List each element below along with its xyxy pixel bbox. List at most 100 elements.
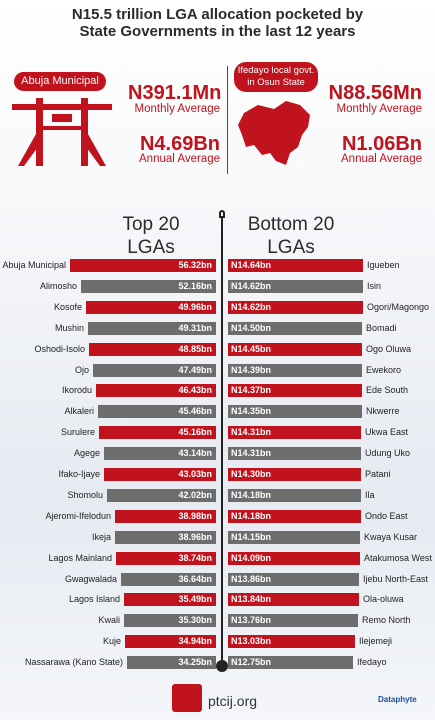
bottom-lga-value-label: N14.50bn bbox=[231, 323, 272, 333]
bottom-lga-value-label: N14.31bn bbox=[231, 427, 272, 437]
top-lga-value-label: 45.46bn bbox=[178, 406, 212, 416]
bottom-lga-bar bbox=[228, 259, 363, 272]
top-lga-bar bbox=[89, 343, 216, 356]
top-lga-name-label: Ojo bbox=[74, 365, 89, 375]
bottom-lga-bar bbox=[228, 468, 361, 481]
bottom-lga-name-label: Ifedayo bbox=[357, 657, 387, 667]
left-panel-title: Abuja Municipal bbox=[21, 75, 99, 87]
bottom-lga-name-label: Kwaya Kusar bbox=[364, 532, 418, 542]
top-lga-name-label: Lagos Mainland bbox=[48, 553, 112, 563]
bottom-chart-heading: Bottom 20 LGAs bbox=[236, 213, 346, 259]
bottom-lga-bar bbox=[228, 510, 361, 523]
bottom-lga-name-label: Ijebu North-East bbox=[363, 574, 429, 584]
top-lga-name-label: Oshodi-Isolo bbox=[34, 344, 85, 354]
top-lga-bar bbox=[70, 259, 216, 272]
top-lga-bar bbox=[125, 635, 216, 648]
top-lga-value-label: 34.94bn bbox=[178, 636, 212, 646]
top-lga-name-label: Ikorodu bbox=[61, 385, 92, 395]
top-lga-value-label: 47.49bn bbox=[178, 365, 212, 375]
top-lga-name-label: Alimosho bbox=[39, 281, 77, 291]
top-lga-value-label: 35.30bn bbox=[178, 615, 212, 625]
top-lga-name-label: Ifako-Ijaye bbox=[58, 469, 100, 479]
top-lga-bar bbox=[93, 364, 216, 377]
top-lga-value-label: 43.03bn bbox=[178, 469, 212, 479]
bottom-lga-bar bbox=[228, 531, 360, 544]
bottom-lga-bar bbox=[228, 635, 355, 648]
bottom-lga-value-label: N14.09bn bbox=[231, 553, 272, 563]
thermometer-bulb bbox=[216, 660, 228, 672]
map-label: OSUN bbox=[290, 161, 305, 167]
bridge-icon bbox=[12, 98, 112, 166]
bottom-lga-bar bbox=[228, 489, 361, 502]
ptcij-logo-icon bbox=[172, 684, 202, 712]
thermometer-cap bbox=[219, 210, 225, 218]
top-lga-bar bbox=[115, 531, 216, 544]
bottom-lga-name-label: Isin bbox=[367, 281, 382, 291]
page-title: N15.5 trillion LGA allocation pocketed b… bbox=[0, 6, 435, 40]
bottom-lga-name-label: Ogori/Magongo bbox=[367, 302, 430, 312]
bottom-lga-name-label: Remo North bbox=[362, 615, 411, 625]
top-lga-name-label: Kosofe bbox=[53, 302, 82, 312]
bottom-lga-value-label: N13.86bn bbox=[231, 574, 272, 584]
top-lga-name-label: Surulere bbox=[60, 427, 95, 437]
top-heading-line-1: Top 20 bbox=[122, 214, 180, 235]
bottom-lga-value-label: N13.84bn bbox=[231, 594, 272, 604]
top-lga-name-label: Lagos Island bbox=[68, 594, 120, 604]
bottom-lga-bar bbox=[228, 364, 362, 377]
top-lga-value-label: 34.25bn bbox=[178, 657, 212, 667]
top-lga-value-label: 45.16bn bbox=[178, 427, 212, 437]
bottom-lga-bar bbox=[228, 593, 359, 606]
top-lga-bar bbox=[104, 447, 216, 460]
bottom-lga-name-label: Ola-oluwa bbox=[363, 594, 404, 604]
top-lga-bar bbox=[104, 468, 216, 481]
bottom-lga-bar bbox=[228, 301, 363, 314]
bottom-lga-name-label: Bomadi bbox=[366, 323, 397, 333]
top-lga-name-label: Abuja Municipal bbox=[2, 260, 66, 270]
title-line-1: N15.5 trillion LGA allocation pocketed b… bbox=[71, 6, 364, 23]
bottom-lga-value-label: N14.31bn bbox=[231, 448, 272, 458]
top-lga-bar bbox=[98, 405, 216, 418]
bottom-heading-line-1: Bottom 20 bbox=[247, 214, 335, 235]
left-annual-label: Annual Average bbox=[139, 153, 220, 165]
top-lga-value-label: 35.49bn bbox=[178, 594, 212, 604]
top-chart-heading: Top 20 LGAs bbox=[96, 213, 206, 259]
bottom-lga-value-label: N13.76bn bbox=[231, 615, 272, 625]
top-lga-bar bbox=[88, 322, 216, 335]
top-lga-bar bbox=[121, 573, 216, 586]
footer-url: ptcij.org bbox=[208, 693, 258, 709]
top-lga-value-label: 49.96bn bbox=[178, 302, 212, 312]
top-lga-name-label: Ajeromi-Ifelodun bbox=[45, 511, 111, 521]
bottom-lga-bar bbox=[228, 656, 353, 669]
top-lga-name-label: Nassarawa (Kano State) bbox=[24, 657, 123, 667]
bottom-lga-bar bbox=[228, 614, 358, 627]
bottom-lga-bar bbox=[228, 322, 362, 335]
top-lga-value-label: 48.85bn bbox=[178, 344, 212, 354]
top-lga-value-label: 52.16bn bbox=[178, 281, 212, 291]
right-panel-header: Ifedayo local govt. in Osun State bbox=[234, 62, 318, 92]
bottom-lga-name-label: Patani bbox=[365, 469, 391, 479]
bottom-lga-name-label: Nkwerre bbox=[366, 406, 400, 416]
top-lga-bar bbox=[115, 510, 216, 523]
top-lga-bar bbox=[124, 593, 216, 606]
top-lga-name-label: Alkaleri bbox=[64, 406, 94, 416]
right-annual-label: Annual Average bbox=[341, 153, 422, 165]
top-lga-value-label: 43.14bn bbox=[178, 448, 212, 458]
top-lga-name-label: Kwali bbox=[98, 615, 120, 625]
top-lga-value-label: 49.31bn bbox=[178, 323, 212, 333]
bottom-lga-value-label: N14.39bn bbox=[231, 365, 272, 375]
bottom-lga-value-label: N14.64bn bbox=[231, 260, 272, 270]
bottom-lga-bar bbox=[228, 343, 362, 356]
top-lga-bar bbox=[127, 656, 216, 669]
bottom-lga-name-label: Udung Uko bbox=[365, 448, 411, 458]
right-panel-title: Ifedayo local govt. in Osun State bbox=[237, 65, 315, 88]
top-lga-value-label: 42.02bn bbox=[178, 490, 212, 500]
bottom-lga-bar bbox=[228, 573, 359, 586]
left-panel-header: Abuja Municipal bbox=[14, 72, 106, 91]
bottom-heading-line-2: LGAs bbox=[267, 237, 315, 258]
right-annual-value: N1.06Bn bbox=[341, 133, 422, 155]
bottom-lga-name-label: Ilejemeji bbox=[359, 636, 393, 646]
top-lga-bar bbox=[99, 426, 216, 439]
panel-divider bbox=[227, 66, 228, 174]
bottom-lga-value-label: N14.62bn bbox=[231, 281, 272, 291]
